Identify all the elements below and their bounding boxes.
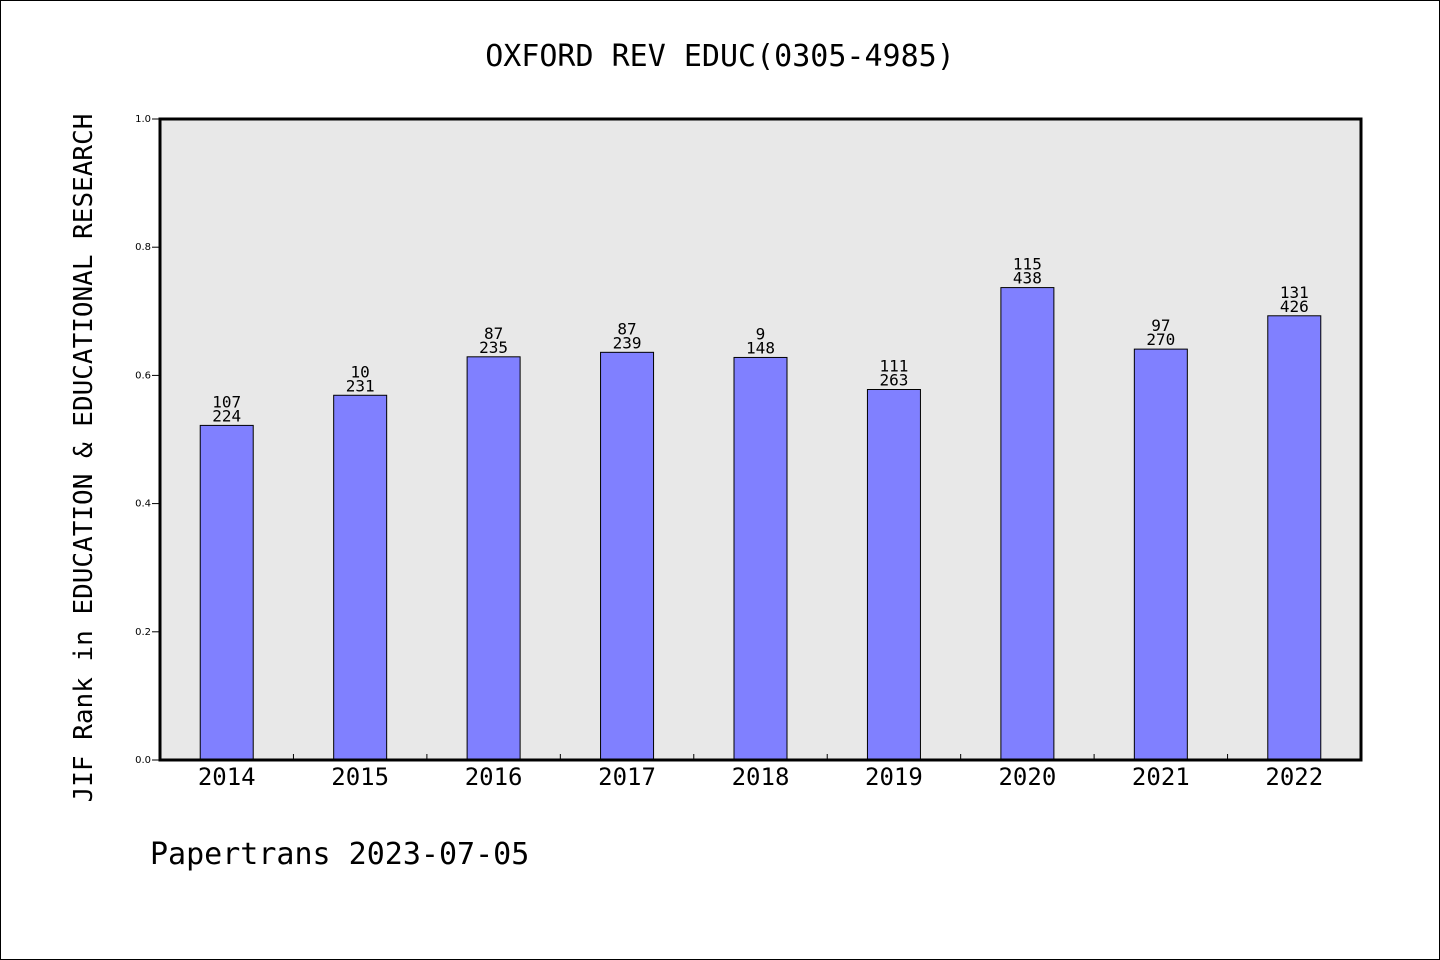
x-ticks-group: 2014 2015 2016 2017 2018 2019 2020 2021 2022 bbox=[198, 754, 1323, 791]
y-axis-label: JIF Rank in EDUCATION & EDUCATIONAL RESE… bbox=[69, 114, 99, 803]
bar-2016 bbox=[466, 356, 521, 761]
bar-label-top: 9 bbox=[756, 324, 766, 343]
bar-2019 bbox=[866, 389, 921, 761]
bar-label-bottom: 263 bbox=[879, 371, 908, 390]
bar-2018 bbox=[733, 356, 788, 761]
bar-label-top: 97 bbox=[1151, 316, 1170, 335]
bar-label-bottom: 224 bbox=[212, 406, 241, 425]
bar-label-bottom: 438 bbox=[1013, 269, 1042, 288]
x-tick-label: 2016 bbox=[465, 763, 523, 791]
bar-label-top: 87 bbox=[617, 319, 636, 338]
bar-2022 bbox=[1267, 315, 1322, 761]
bar-label-top: 87 bbox=[484, 324, 503, 343]
x-tick-label: 2021 bbox=[1132, 763, 1190, 791]
bar-label-top: 115 bbox=[1013, 255, 1042, 274]
bar-label-bottom: 148 bbox=[746, 338, 775, 357]
bar-2015 bbox=[333, 394, 388, 761]
y-ticks-group: 0.0 0.2 0.4 0.6 0.8 1.0 bbox=[135, 114, 160, 766]
bar-label-top: 10 bbox=[351, 362, 370, 381]
bar-label-bottom: 235 bbox=[479, 338, 508, 357]
bar-label-bottom: 239 bbox=[613, 333, 642, 352]
x-tick-label: 2022 bbox=[1265, 763, 1323, 791]
x-tick-label: 2015 bbox=[331, 763, 389, 791]
x-tick-label: 2019 bbox=[865, 763, 923, 791]
bar-label-bottom: 231 bbox=[346, 376, 375, 395]
bar-label-top: 111 bbox=[879, 357, 908, 376]
y-tick-label: 0.2 bbox=[135, 627, 151, 638]
x-tick-label: 2020 bbox=[998, 763, 1056, 791]
bar-label-top: 131 bbox=[1280, 283, 1309, 302]
y-tick-label: 0.4 bbox=[135, 499, 151, 510]
y-tick-label: 0.8 bbox=[135, 242, 151, 253]
y-tick-label: 1.0 bbox=[135, 114, 151, 125]
chart-title: OXFORD REV EDUC(0305-4985) bbox=[485, 39, 955, 74]
bar-2021 bbox=[1133, 348, 1188, 761]
plot-border bbox=[158, 117, 1363, 762]
x-tick-label: 2014 bbox=[198, 763, 256, 791]
bar-label-bottom: 270 bbox=[1146, 330, 1175, 349]
x-tick-label: 2018 bbox=[732, 763, 790, 791]
y-tick-label: 0.0 bbox=[135, 755, 151, 766]
bar-label-bottom: 426 bbox=[1280, 297, 1309, 316]
bar-2017 bbox=[600, 351, 655, 761]
y-tick-label: 0.6 bbox=[135, 370, 151, 381]
bar-label-top: 107 bbox=[212, 392, 241, 411]
x-tick-label: 2017 bbox=[598, 763, 656, 791]
bar-2014 bbox=[199, 424, 254, 761]
footer-credit: Papertrans 2023-07-05 bbox=[150, 837, 529, 872]
bar-2020 bbox=[1000, 287, 1055, 761]
